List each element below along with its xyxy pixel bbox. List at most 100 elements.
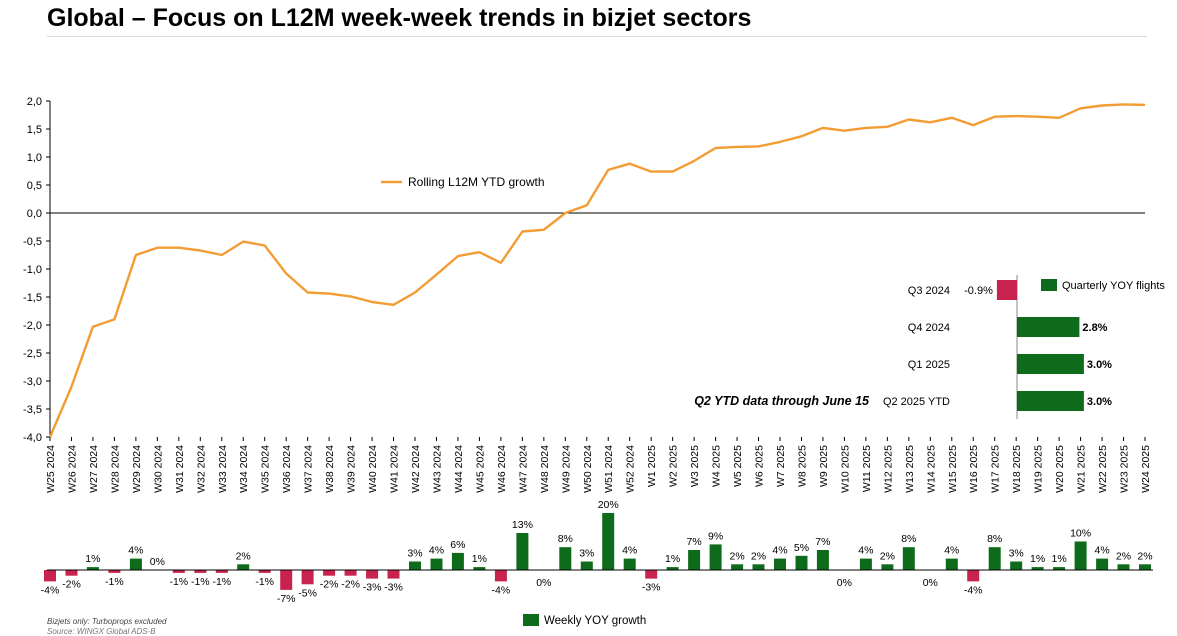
x-tick-label: W30 2024 bbox=[152, 445, 164, 493]
bar-legend-swatch bbox=[523, 614, 539, 626]
title-divider bbox=[47, 36, 1147, 37]
weekly-bar-label: 2% bbox=[730, 550, 745, 562]
x-tick-label: W7 2025 bbox=[775, 445, 787, 487]
x-tick-label: W41 2024 bbox=[389, 445, 401, 493]
weekly-bar bbox=[645, 570, 658, 579]
y-tick-label: -0,5 bbox=[23, 236, 42, 248]
x-tick-label: W25 2024 bbox=[45, 445, 57, 493]
weekly-bar bbox=[280, 570, 293, 590]
weekly-bar bbox=[859, 558, 872, 570]
weekly-bar bbox=[688, 550, 701, 570]
x-tick-label: W21 2025 bbox=[1076, 445, 1088, 493]
x-tick-label: W5 2025 bbox=[732, 445, 744, 487]
weekly-bar bbox=[1053, 567, 1066, 570]
weekly-bar bbox=[129, 558, 142, 570]
quarter-annotation: Q2 YTD data through June 15 bbox=[694, 394, 870, 408]
quarter-value-label: 3.0% bbox=[1087, 396, 1112, 408]
weekly-bar bbox=[945, 558, 958, 570]
x-tick-label: W15 2025 bbox=[947, 445, 959, 493]
x-tick-label: W20 2025 bbox=[1054, 445, 1066, 493]
weekly-bar-chart: -4% -2%1%-1%4%0%-1% -1% -1%2%-1%-7% -5%-2% -2… bbox=[41, 499, 1153, 627]
weekly-bar-label: 2% bbox=[236, 550, 251, 562]
weekly-bar-label: 4% bbox=[622, 545, 637, 557]
weekly-bar bbox=[709, 544, 722, 571]
y-tick-label: -2,0 bbox=[23, 320, 42, 332]
weekly-bar bbox=[65, 570, 78, 576]
x-tick-label: W44 2024 bbox=[453, 445, 465, 493]
weekly-bar bbox=[988, 547, 1001, 570]
weekly-bar bbox=[902, 547, 915, 570]
quarterly-bar-chart: Q3 2024 -0.9% Q4 2024 2.8% Q1 2025 3.0% Q2 202… bbox=[694, 275, 1165, 419]
weekly-bar bbox=[258, 570, 271, 573]
weekly-bar-label: 4% bbox=[772, 545, 787, 557]
weekly-bar-label: 4% bbox=[944, 545, 959, 557]
weekly-bar bbox=[559, 547, 572, 570]
weekly-bar bbox=[881, 564, 894, 570]
y-tick-label: 2,0 bbox=[27, 96, 42, 108]
weekly-bar-label: -2% bbox=[320, 579, 339, 591]
weekly-bar-label: 1% bbox=[85, 553, 100, 565]
weekly-bar bbox=[409, 561, 421, 571]
x-tick-label: W10 2025 bbox=[839, 445, 851, 493]
x-tick-label: W1 2025 bbox=[646, 445, 658, 487]
quarter-category-label: Q2 2025 YTD bbox=[883, 396, 950, 408]
weekly-bar-label: -2% bbox=[341, 579, 360, 591]
weekly-bar bbox=[816, 550, 829, 570]
x-tick-label: W22 2025 bbox=[1097, 445, 1109, 493]
x-tick-label: W33 2024 bbox=[217, 445, 229, 493]
x-tick-label: W31 2024 bbox=[174, 445, 186, 493]
weekly-bar-label: 0% bbox=[837, 577, 852, 589]
weekly-bar bbox=[366, 570, 379, 579]
weekly-bar-label: -1% bbox=[212, 576, 231, 588]
weekly-bar-label: 2% bbox=[1137, 550, 1152, 562]
weekly-bar bbox=[301, 570, 314, 585]
quarter-value-label: -0.9% bbox=[964, 285, 993, 297]
weekly-bar bbox=[774, 558, 786, 570]
weekly-bar bbox=[1096, 558, 1109, 570]
weekly-bar bbox=[1139, 564, 1151, 570]
x-tick-label: W17 2025 bbox=[990, 445, 1002, 493]
weekly-bar bbox=[1074, 541, 1087, 570]
weekly-bar bbox=[602, 513, 615, 570]
x-tick-label: W9 2025 bbox=[818, 445, 830, 487]
x-tick-label: W51 2024 bbox=[603, 445, 615, 493]
x-tick-label: W38 2024 bbox=[324, 445, 336, 493]
y-tick-label: 1,5 bbox=[27, 124, 42, 136]
y-tick-label: -2,5 bbox=[23, 348, 42, 360]
weekly-bar-label: 4% bbox=[858, 545, 873, 557]
weekly-bar bbox=[344, 570, 357, 576]
quarter-bar bbox=[1017, 391, 1084, 411]
weekly-bar-label: 1% bbox=[472, 553, 487, 565]
weekly-bar bbox=[215, 570, 228, 573]
y-tick-label: 0,0 bbox=[27, 208, 42, 220]
x-tick-label: W19 2025 bbox=[1033, 445, 1045, 493]
weekly-bar-label: -1% bbox=[169, 576, 188, 588]
weekly-bar-label: 0% bbox=[536, 577, 551, 589]
weekly-bar-label: 8% bbox=[987, 533, 1002, 545]
weekly-bar-label: 10% bbox=[1070, 528, 1091, 540]
weekly-bar bbox=[1117, 564, 1130, 570]
weekly-bar-label: 9% bbox=[708, 530, 723, 542]
x-tick-label: W36 2024 bbox=[281, 445, 293, 493]
weekly-bar-label: 2% bbox=[1116, 550, 1131, 562]
x-tick-label: W12 2025 bbox=[882, 445, 894, 493]
weekly-bar-label: 5% bbox=[794, 542, 809, 554]
quarter-bar bbox=[1017, 354, 1084, 374]
quarter-legend-label: Quarterly YOY flights bbox=[1062, 280, 1165, 292]
weekly-bar bbox=[731, 564, 744, 570]
x-tick-label: W26 2024 bbox=[66, 445, 78, 493]
weekly-bar-label: -5% bbox=[298, 587, 317, 599]
weekly-bar-label: 4% bbox=[128, 545, 143, 557]
weekly-bar bbox=[194, 570, 207, 573]
x-tick-label: W16 2025 bbox=[968, 445, 980, 493]
rolling-growth-line bbox=[48, 103, 1146, 438]
y-tick-label: 1,0 bbox=[27, 152, 42, 164]
weekly-bar-label: 6% bbox=[450, 539, 465, 551]
quarter-category-label: Q4 2024 bbox=[908, 322, 950, 334]
weekly-bar bbox=[967, 570, 980, 582]
x-tick-label: W8 2025 bbox=[796, 445, 808, 487]
x-tick-label: W14 2025 bbox=[925, 445, 937, 493]
weekly-bar bbox=[387, 570, 400, 579]
weekly-bar-label: 2% bbox=[880, 550, 895, 562]
weekly-bar-label: -4% bbox=[41, 584, 60, 596]
